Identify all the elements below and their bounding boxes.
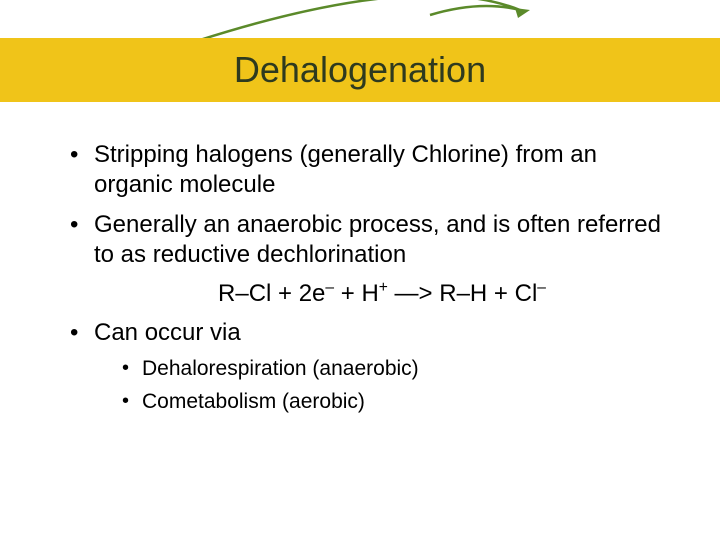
equation: R–Cl + 2e– + H+ —> R–H + Cl– [70, 280, 670, 308]
bullet-item: Stripping halogens (generally Chlorine) … [70, 140, 670, 200]
bullet-list: Stripping halogens (generally Chlorine) … [70, 140, 670, 270]
eq-part: + H [334, 280, 379, 307]
slide-content: Stripping halogens (generally Chlorine) … [70, 140, 670, 427]
bullet-list: Can occur via Dehalorespiration (anaerob… [70, 318, 670, 417]
sub-bullet-list: Dehalorespiration (anaerobic) Cometaboli… [122, 354, 670, 417]
eq-part: R–Cl + 2e [218, 280, 325, 307]
eq-part: —> R–H + Cl [388, 280, 537, 307]
slide-title: Dehalogenation [234, 49, 486, 91]
sub-bullet-item: Dehalorespiration (anaerobic) [122, 354, 670, 383]
bullet-item: Generally an anaerobic process, and is o… [70, 210, 670, 270]
bullet-item: Can occur via Dehalorespiration (anaerob… [70, 318, 670, 417]
bullet-text: Can occur via [94, 319, 241, 346]
eq-sup: + [379, 279, 388, 296]
eq-sup: – [537, 279, 546, 296]
sub-bullet-item: Cometabolism (aerobic) [122, 387, 670, 416]
title-bar: Dehalogenation [0, 38, 720, 102]
eq-sup: – [325, 279, 334, 296]
